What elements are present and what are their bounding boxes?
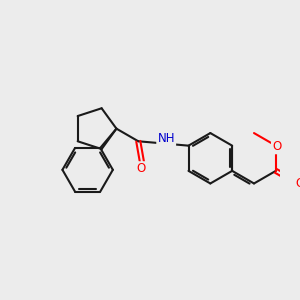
Text: O: O (272, 140, 281, 153)
Text: O: O (295, 177, 300, 190)
Text: O: O (136, 162, 146, 176)
Text: NH: NH (158, 132, 175, 145)
